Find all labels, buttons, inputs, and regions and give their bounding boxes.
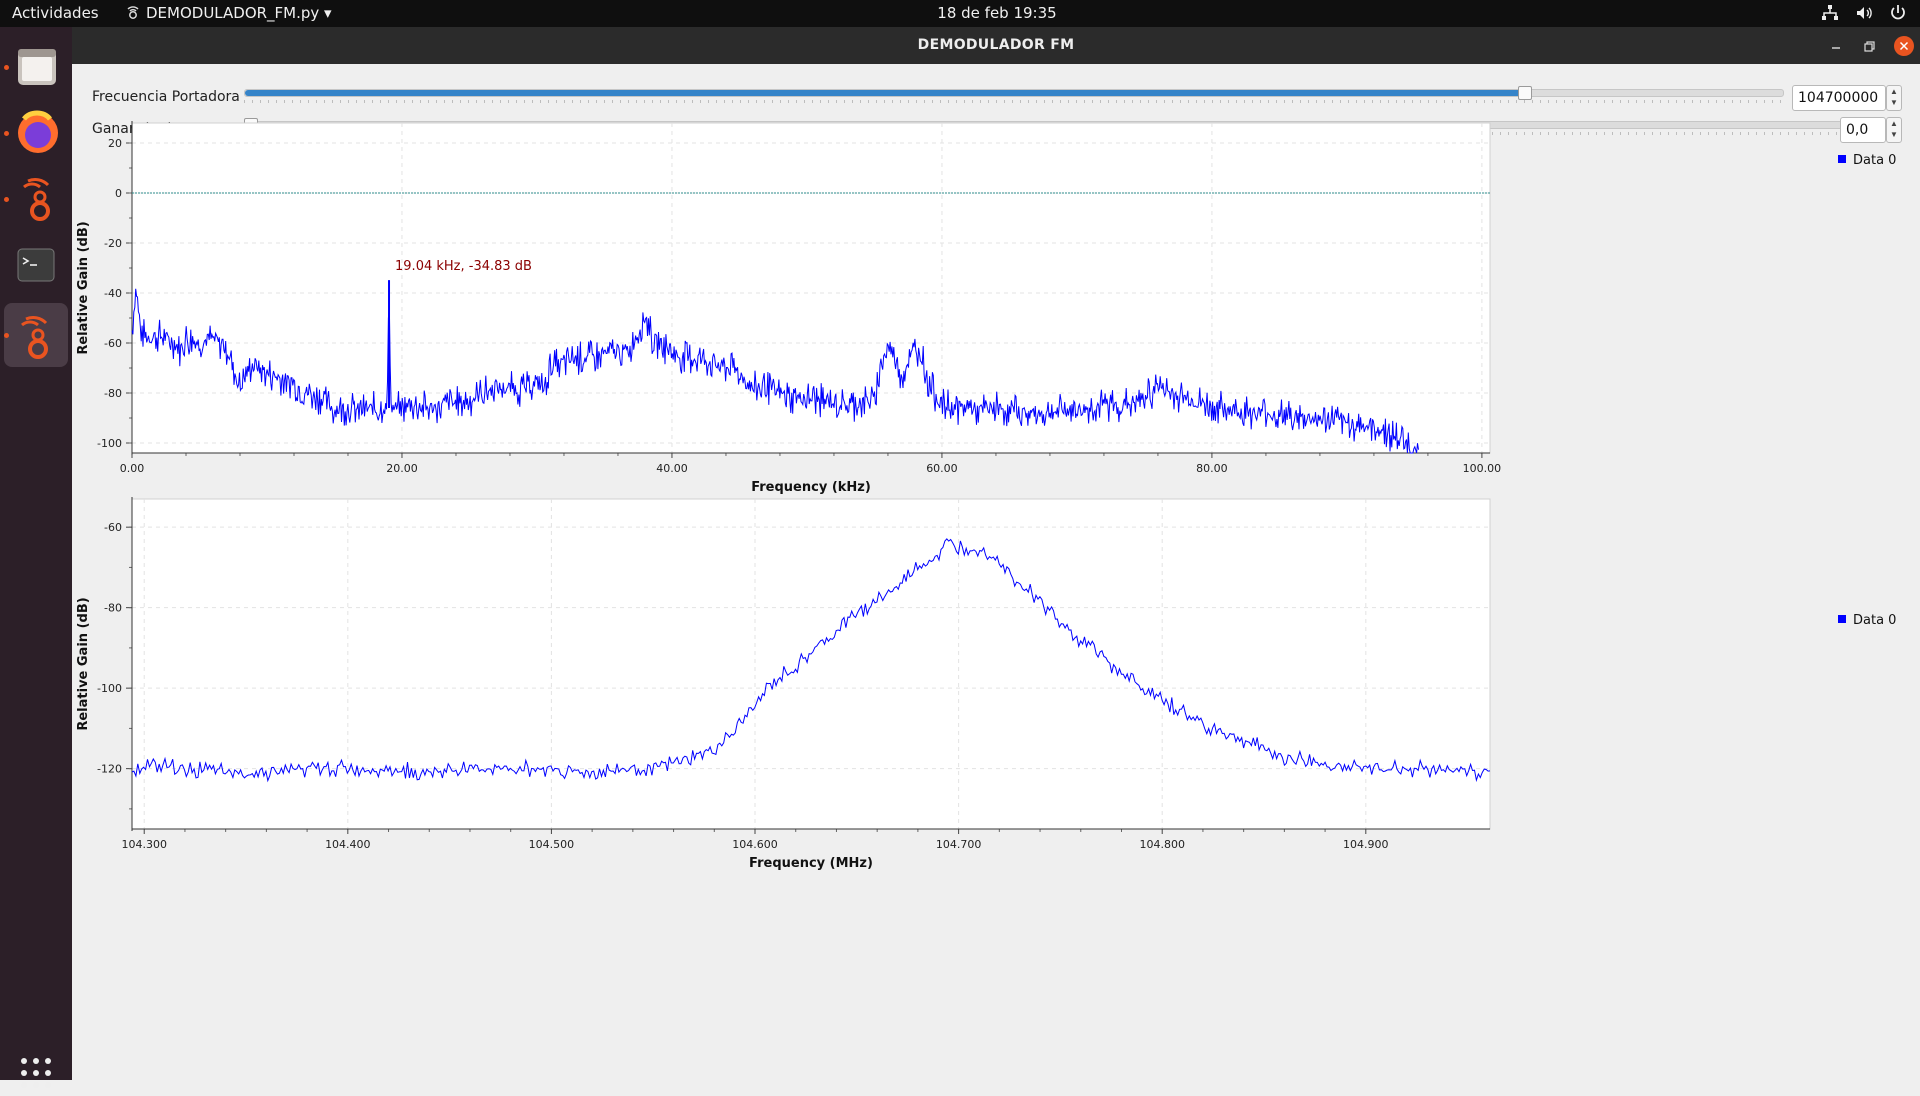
x-tick-label: 104.600	[732, 838, 778, 851]
files-icon[interactable]	[4, 35, 68, 99]
x-tick-label: 40.00	[656, 462, 688, 475]
y-tick-label: -40	[104, 287, 122, 300]
y-tick-label: -100	[97, 682, 122, 695]
x-tick-label: 104.500	[529, 838, 575, 851]
power-icon[interactable]	[1888, 3, 1908, 23]
y-tick-label: -20	[104, 237, 122, 250]
x-tick-label: 104.700	[936, 838, 982, 851]
x-tick-label: 100.00	[1463, 462, 1502, 475]
x-tick-label: 104.400	[325, 838, 371, 851]
gnuradio-active-icon[interactable]	[4, 303, 68, 367]
app-window: DEMODULADOR FM Frecuencia Portadora 1047…	[72, 27, 1920, 1080]
show-apps-icon[interactable]	[18, 1055, 54, 1091]
plots-canvas[interactable]: 0.00 20.00 40.00 60.00 80.00 100.00 20 0 -20 -40 -…	[72, 27, 1920, 1080]
x-tick-label: 0.00	[120, 462, 145, 475]
y-axis-label: Relative Gain (dB)	[76, 597, 91, 730]
volume-icon[interactable]	[1854, 3, 1874, 23]
network-icon[interactable]	[1820, 3, 1840, 23]
x-tick-label: 20.00	[386, 462, 418, 475]
x-tick-label: 104.900	[1343, 838, 1389, 851]
legend-swatch	[1838, 155, 1846, 163]
plot-panel-0	[126, 121, 1490, 458]
legend-label: Data 0	[1853, 153, 1896, 168]
x-tick-label: 80.00	[1196, 462, 1228, 475]
y-tick-label: -60	[104, 337, 122, 350]
legend-bottom: Data 0	[1838, 613, 1896, 628]
y-tick-label: 20	[108, 137, 122, 150]
y-tick-label: -60	[104, 521, 122, 534]
running-indicator	[4, 333, 9, 338]
plot-area	[132, 123, 1490, 453]
system-tray[interactable]	[1820, 3, 1908, 23]
clock[interactable]: 18 de feb 19:35	[0, 4, 1920, 22]
x-axis-label: Frequency (kHz)	[751, 480, 871, 495]
plot-panel-1	[126, 497, 1490, 834]
y-axis-label: Relative Gain (dB)	[76, 221, 91, 354]
gnuradio-icon[interactable]	[4, 167, 68, 231]
x-tick-label: 60.00	[926, 462, 958, 475]
y-tick-label: -80	[104, 387, 122, 400]
y-tick-label: -80	[104, 602, 122, 615]
plot-area	[132, 499, 1490, 829]
dock	[0, 27, 72, 1080]
y-tick-label: -100	[97, 437, 122, 450]
x-axis-label: Frequency (MHz)	[749, 856, 873, 871]
annotation-label: 19.04 kHz, -34.83 dB	[395, 259, 532, 274]
x-tick-label: 104.300	[121, 838, 166, 851]
x-tick-label: 104.800	[1139, 838, 1185, 851]
top-bar: Actividades DEMODULADOR_FM.py ▾ 18 de fe…	[0, 0, 1920, 27]
running-indicator	[4, 65, 9, 70]
y-tick-label: 0	[115, 187, 122, 200]
terminal-icon[interactable]	[4, 233, 68, 297]
legend-top: Data 0	[1838, 153, 1896, 168]
y-tick-label: -120	[97, 763, 122, 776]
firefox-icon[interactable]	[4, 101, 68, 165]
running-indicator	[4, 131, 9, 136]
running-indicator	[4, 197, 9, 202]
legend-label: Data 0	[1853, 613, 1896, 628]
legend-swatch	[1838, 615, 1846, 623]
